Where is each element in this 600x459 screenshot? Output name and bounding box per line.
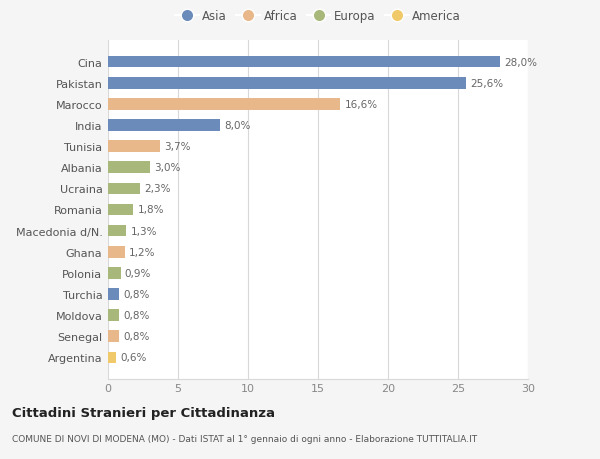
Text: 25,6%: 25,6% bbox=[470, 78, 504, 89]
Text: 1,3%: 1,3% bbox=[130, 226, 157, 236]
Bar bbox=[108, 204, 133, 216]
Text: 0,8%: 0,8% bbox=[124, 310, 150, 320]
Bar bbox=[108, 141, 160, 152]
Text: 3,0%: 3,0% bbox=[154, 163, 181, 173]
Bar bbox=[108, 183, 140, 195]
Bar bbox=[108, 330, 119, 342]
Bar bbox=[108, 289, 119, 300]
Bar bbox=[108, 352, 116, 364]
Bar bbox=[108, 56, 500, 68]
Text: Cittadini Stranieri per Cittadinanza: Cittadini Stranieri per Cittadinanza bbox=[12, 406, 275, 419]
Text: 0,8%: 0,8% bbox=[124, 331, 150, 341]
Text: 28,0%: 28,0% bbox=[504, 57, 537, 67]
Text: 1,8%: 1,8% bbox=[137, 205, 164, 215]
Text: 8,0%: 8,0% bbox=[224, 121, 251, 131]
Bar bbox=[108, 309, 119, 321]
Bar bbox=[108, 246, 125, 258]
Text: 3,7%: 3,7% bbox=[164, 142, 191, 152]
Text: 0,6%: 0,6% bbox=[121, 353, 147, 363]
Text: 16,6%: 16,6% bbox=[344, 100, 378, 110]
Bar bbox=[108, 120, 220, 131]
Bar bbox=[108, 225, 126, 237]
Text: 2,3%: 2,3% bbox=[145, 184, 171, 194]
Bar bbox=[108, 268, 121, 279]
Text: 0,9%: 0,9% bbox=[125, 268, 151, 278]
Text: 0,8%: 0,8% bbox=[124, 289, 150, 299]
Bar bbox=[108, 162, 150, 174]
Text: 1,2%: 1,2% bbox=[129, 247, 155, 257]
Bar bbox=[108, 78, 466, 90]
Legend: Asia, Africa, Europa, America: Asia, Africa, Europa, America bbox=[175, 10, 461, 23]
Text: COMUNE DI NOVI DI MODENA (MO) - Dati ISTAT al 1° gennaio di ogni anno - Elaboraz: COMUNE DI NOVI DI MODENA (MO) - Dati IST… bbox=[12, 434, 477, 443]
Bar bbox=[108, 99, 340, 111]
